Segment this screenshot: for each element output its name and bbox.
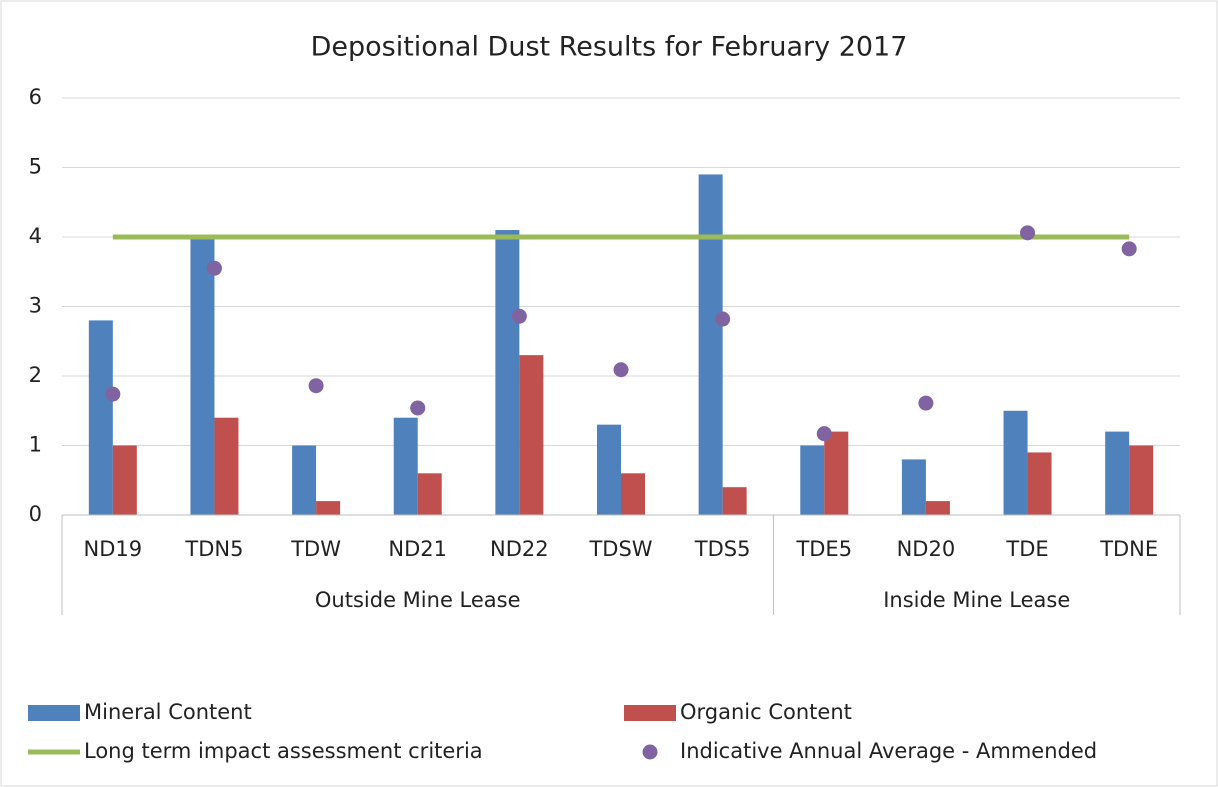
bar: [417, 473, 442, 515]
y-tick-label: 4: [29, 224, 42, 248]
y-tick-label: 5: [29, 155, 42, 179]
x-tick-label: ND22: [490, 537, 549, 561]
chart-title: Depositional Dust Results for February 2…: [311, 32, 908, 63]
dot: [816, 426, 832, 442]
x-tick-label: TDW: [290, 537, 341, 561]
x-tick-label: ND20: [897, 537, 956, 561]
bar: [190, 237, 215, 515]
legend-swatch: [624, 705, 676, 721]
dot: [105, 386, 121, 402]
bar: [824, 431, 849, 515]
dot: [1121, 241, 1137, 257]
x-tick-label: TDE5: [795, 537, 852, 561]
dot: [410, 400, 426, 416]
bar: [925, 501, 950, 515]
bar: [1027, 452, 1052, 515]
legend-label: Indicative Annual Average - Ammended: [680, 739, 1097, 763]
bar: [519, 355, 544, 515]
bar: [901, 459, 926, 515]
bar: [800, 445, 825, 515]
bar: [621, 473, 645, 515]
bar: [393, 417, 418, 515]
dot: [918, 395, 934, 411]
bar: [698, 174, 723, 515]
dot: [206, 260, 222, 276]
legend-label: Long term impact assessment criteria: [84, 739, 483, 763]
bar: [292, 445, 317, 515]
x-tick-label: TDSW: [588, 537, 652, 561]
bar: [1129, 445, 1154, 515]
group-label: Outside Mine Lease: [315, 588, 521, 612]
bar: [88, 320, 113, 515]
y-tick-label: 6: [29, 85, 42, 109]
bar: [112, 445, 137, 515]
x-tick-label: TDN5: [184, 537, 243, 561]
dot: [308, 378, 324, 394]
bar: [316, 501, 341, 515]
y-tick-label: 1: [29, 433, 42, 457]
x-tick-label: TDE: [1005, 537, 1048, 561]
dot: [1020, 225, 1036, 241]
y-tick-label: 0: [29, 502, 42, 526]
x-tick-label: TDNE: [1099, 537, 1158, 561]
legend-label: Mineral Content: [84, 700, 252, 724]
legend-swatch: [642, 744, 658, 760]
dot: [715, 311, 731, 327]
bar: [1003, 410, 1028, 515]
bar: [495, 230, 520, 516]
x-tick-label: ND19: [84, 537, 143, 561]
bar: [1105, 431, 1130, 515]
y-tick-label: 3: [29, 294, 42, 318]
legend-label: Organic Content: [680, 700, 852, 724]
x-tick-label: TDS5: [694, 537, 751, 561]
legend-swatch: [28, 705, 80, 721]
group-label: Inside Mine Lease: [883, 588, 1070, 612]
bar: [722, 487, 747, 515]
y-tick-label: 2: [29, 363, 42, 387]
bar: [214, 417, 239, 515]
dot: [613, 362, 629, 378]
x-tick-label: ND21: [388, 537, 447, 561]
dot: [511, 308, 527, 324]
bar: [597, 424, 621, 515]
